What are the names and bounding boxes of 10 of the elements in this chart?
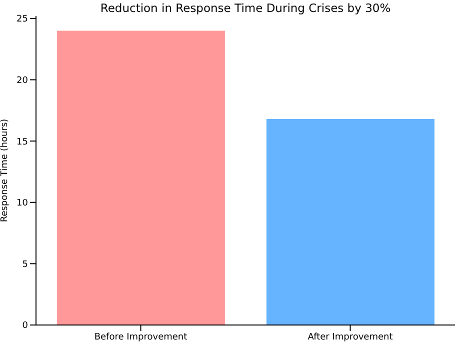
y-tick-label: 10	[16, 198, 28, 209]
y-tick-label: 5	[22, 260, 28, 270]
x-tick-label: After Improvement	[308, 332, 394, 342]
y-tick-label: 20	[16, 76, 28, 86]
y-tick-label: 15	[16, 137, 28, 148]
y-tick-label: 0	[22, 321, 28, 332]
x-tick-label: Before Improvement	[94, 332, 188, 342]
chart-title: Reduction in Response Time During Crises by 30%	[99, 1, 392, 15]
y-tick-label: 25	[16, 14, 28, 25]
y-axis-title: Response Time (hours)	[0, 118, 10, 222]
